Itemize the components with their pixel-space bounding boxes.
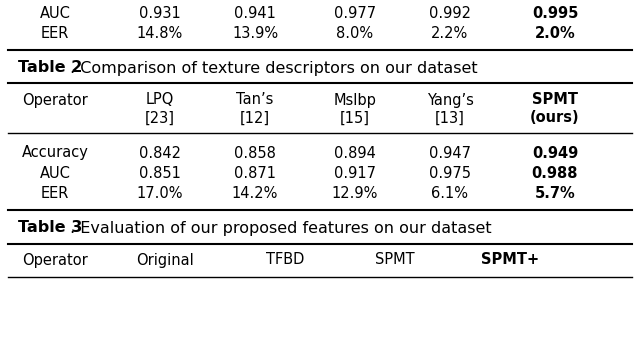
- Text: (ours): (ours): [530, 110, 580, 126]
- Text: . Evaluation of our proposed features on our dataset: . Evaluation of our proposed features on…: [70, 221, 492, 235]
- Text: 0.941: 0.941: [234, 6, 276, 21]
- Text: Original: Original: [136, 252, 194, 268]
- Text: AUC: AUC: [40, 6, 70, 21]
- Text: 0.995: 0.995: [532, 6, 578, 21]
- Text: 0.992: 0.992: [429, 6, 471, 21]
- Text: 14.2%: 14.2%: [232, 185, 278, 200]
- Text: SPMT: SPMT: [532, 92, 578, 108]
- Text: . Comparison of texture descriptors on our dataset: . Comparison of texture descriptors on o…: [70, 61, 477, 75]
- Text: 0.871: 0.871: [234, 166, 276, 181]
- Text: 6.1%: 6.1%: [431, 185, 468, 200]
- Text: [15]: [15]: [340, 110, 370, 126]
- Text: Table 3: Table 3: [18, 221, 83, 235]
- Text: Yang’s: Yang’s: [427, 92, 474, 108]
- Text: [12]: [12]: [240, 110, 270, 126]
- Text: 0.975: 0.975: [429, 166, 471, 181]
- Text: 0.949: 0.949: [532, 145, 578, 160]
- Text: 0.988: 0.988: [532, 166, 579, 181]
- Text: LPQ: LPQ: [146, 92, 174, 108]
- Text: 0.917: 0.917: [334, 166, 376, 181]
- Text: 5.7%: 5.7%: [534, 185, 575, 200]
- Text: 13.9%: 13.9%: [232, 25, 278, 40]
- Text: 0.977: 0.977: [334, 6, 376, 21]
- Text: SPMT+: SPMT+: [481, 252, 539, 268]
- Text: Operator: Operator: [22, 92, 88, 108]
- Text: Tan’s: Tan’s: [236, 92, 274, 108]
- Text: 0.947: 0.947: [429, 145, 471, 160]
- Text: 0.931: 0.931: [139, 6, 181, 21]
- Text: Table 2: Table 2: [18, 61, 83, 75]
- Text: [13]: [13]: [435, 110, 465, 126]
- Text: 8.0%: 8.0%: [337, 25, 374, 40]
- Text: 0.851: 0.851: [139, 166, 181, 181]
- Text: 2.0%: 2.0%: [534, 25, 575, 40]
- Text: Accuracy: Accuracy: [22, 145, 88, 160]
- Text: Operator: Operator: [22, 252, 88, 268]
- Text: 12.9%: 12.9%: [332, 185, 378, 200]
- Text: 2.2%: 2.2%: [431, 25, 468, 40]
- Text: AUC: AUC: [40, 166, 70, 181]
- Text: EER: EER: [41, 25, 69, 40]
- Text: TFBD: TFBD: [266, 252, 304, 268]
- Text: 14.8%: 14.8%: [137, 25, 183, 40]
- Text: SPMT: SPMT: [375, 252, 415, 268]
- Text: 0.842: 0.842: [139, 145, 181, 160]
- Text: [23]: [23]: [145, 110, 175, 126]
- Text: 0.894: 0.894: [334, 145, 376, 160]
- Text: 17.0%: 17.0%: [137, 185, 183, 200]
- Text: Mslbp: Mslbp: [333, 92, 376, 108]
- Text: EER: EER: [41, 185, 69, 200]
- Text: 0.858: 0.858: [234, 145, 276, 160]
